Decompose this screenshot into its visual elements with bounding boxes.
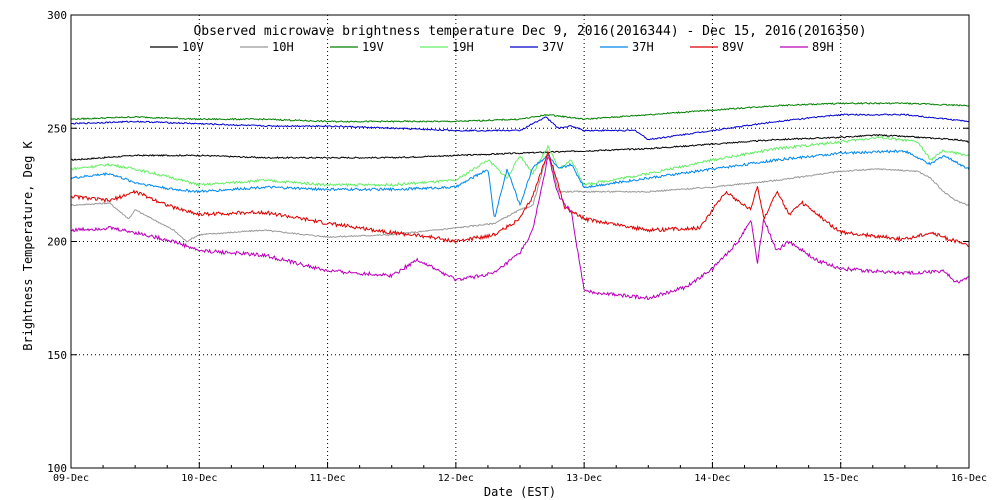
x-tick-label: 16-Dec <box>951 473 987 484</box>
legend-label-10h: 10H <box>272 40 294 54</box>
x-tick-label: 13-Dec <box>566 473 602 484</box>
series-line-37h <box>70 149 970 218</box>
y-tick-label: 150 <box>47 349 67 362</box>
series-line-19h <box>70 135 970 188</box>
legend-label-89h: 89H <box>812 40 834 54</box>
plot-frame <box>70 14 970 469</box>
series-line-89v <box>70 149 970 247</box>
series-line-19v <box>70 102 970 123</box>
legend-label-10v: 10V <box>182 40 204 54</box>
x-tick-label: 11-Dec <box>310 473 346 484</box>
y-tick-label: 100 <box>47 462 67 475</box>
data-series <box>70 102 970 300</box>
y-tick-label: 250 <box>47 122 67 135</box>
x-tick-label: 09-Dec <box>53 473 89 484</box>
y-tick-label: 300 <box>47 9 67 22</box>
legend-label-19v: 19V <box>362 40 384 54</box>
y-tick-label: 200 <box>47 236 67 249</box>
axes: 100 150 200 250 300 09-Dec 10-Dec 11-Dec 12-Dec 1… <box>47 9 987 484</box>
legend-label-37v: 37V <box>542 40 564 54</box>
series-line-10v <box>70 133 970 162</box>
legend: 10V 10H 19V 19H 37V 37H 89V 89H <box>150 40 834 54</box>
x-tick-label: 15-Dec <box>823 473 859 484</box>
grid-lines <box>71 15 969 468</box>
x-tick-label: 10-Dec <box>181 473 217 484</box>
legend-label-89v: 89V <box>722 40 744 54</box>
series-line-10h <box>70 151 970 243</box>
x-tick-label: 12-Dec <box>438 473 474 484</box>
series-line-89h <box>70 156 969 300</box>
legend-label-19h: 19H <box>452 40 474 54</box>
chart-title: Observed microwave brightness temperatur… <box>193 24 866 39</box>
legend-label-37h: 37H <box>632 40 654 54</box>
series-line-37v <box>70 113 970 141</box>
x-axis-label: Date (EST) <box>484 485 556 499</box>
x-tick-label: 14-Dec <box>694 473 730 484</box>
y-axis-label: Brightness Temperature, Deg K <box>21 140 35 350</box>
